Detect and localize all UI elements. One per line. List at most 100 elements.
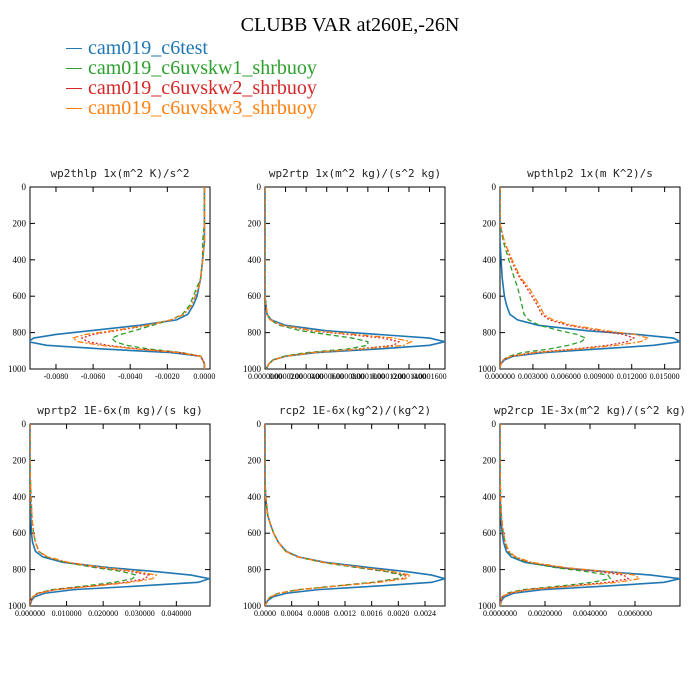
panel-3: wpthlp2 1x(m K^2)/s 0 200 400 600 800 1000 0.00… xyxy=(478,167,681,381)
y-tick-label: 200 xyxy=(248,455,262,465)
panel-title: wp2rtp 1x(m^2 kg)/(s^2 kg) xyxy=(269,167,441,180)
y-tick-label: 1000 xyxy=(478,364,497,374)
x-tick-label: 0.0020000 xyxy=(528,609,562,618)
y-tick-label: 200 xyxy=(13,218,27,228)
series-line-4 xyxy=(30,424,158,606)
series-line-1 xyxy=(500,424,680,606)
y-tick-label: 600 xyxy=(248,291,262,301)
y-tick-label: 600 xyxy=(248,528,262,538)
y-tick-label: 0 xyxy=(22,182,27,192)
x-tick-label: 0.0001000 xyxy=(351,372,385,381)
series-line-2 xyxy=(500,424,612,606)
plot-frame xyxy=(264,423,446,607)
legend-item-c6uvskw1: cam019_c6uvskw1_shrbuoy xyxy=(66,56,317,79)
y-tick-label: 200 xyxy=(483,455,497,465)
series-line-4 xyxy=(265,424,412,606)
plot-frame xyxy=(29,186,211,370)
y-tick-label: 400 xyxy=(483,255,497,265)
plot-frame xyxy=(499,186,681,370)
series-line-4 xyxy=(71,187,206,369)
y-tick-label: 1000 xyxy=(243,601,262,611)
legend-swatch-c6uvskw3 xyxy=(66,107,82,109)
series-line-1 xyxy=(30,187,206,369)
y-tick-label: 600 xyxy=(483,528,497,538)
series-line-3 xyxy=(265,424,408,606)
series-line-2 xyxy=(265,187,369,369)
x-tick-label: 0.0001600 xyxy=(413,372,447,381)
series-line-4 xyxy=(500,424,642,606)
panel-title: wprtp2 1E-6x(m kg)/(s kg) xyxy=(37,404,203,417)
x-tick-label: 0.0016 xyxy=(361,609,383,618)
panel-1: wp2thlp 1x(m^2 K)/s^2 0 200 400 600 800 1000 -0… xyxy=(8,167,215,381)
x-tick-label: 0.0008 xyxy=(307,609,329,618)
x-tick-label: -0.0080 xyxy=(44,372,69,381)
y-tick-label: 1000 xyxy=(8,364,27,374)
plot-frame xyxy=(499,423,681,607)
x-tick-label: 0.0001400 xyxy=(392,372,426,381)
x-tick-label: 0.006000 xyxy=(551,372,581,381)
panel-title: wp2rcp 1E-3x(m^2 kg)/(s^2 kg) xyxy=(494,404,686,417)
x-tick-label: 0.0012 xyxy=(334,609,356,618)
y-tick-label: 200 xyxy=(483,218,497,228)
y-tick-label: 600 xyxy=(483,291,497,301)
y-tick-label: 1000 xyxy=(478,601,497,611)
legend-label-c6uvskw1: cam019_c6uvskw1_shrbuoy xyxy=(88,56,317,79)
series-line-3 xyxy=(500,424,630,606)
x-tick-label: 0.0020 xyxy=(387,609,409,618)
legend-label-c6uvskw3: cam019_c6uvskw3_shrbuoy xyxy=(88,96,317,119)
y-tick-label: 1000 xyxy=(8,601,27,611)
legend-item-c6uvskw3: cam019_c6uvskw3_shrbuoy xyxy=(66,96,317,119)
plot-frame xyxy=(264,186,446,370)
series-line-1 xyxy=(265,424,445,606)
y-tick-label: 800 xyxy=(13,565,27,575)
series-line-2 xyxy=(265,424,404,606)
x-tick-label: 0.009000 xyxy=(584,372,614,381)
panel-title: wpthlp2 1x(m K^2)/s xyxy=(527,167,653,180)
y-tick-label: 600 xyxy=(13,291,27,301)
x-tick-label: 0.0000 xyxy=(193,372,215,381)
y-tick-label: 800 xyxy=(248,565,262,575)
panel-title: wp2thlp 1x(m^2 K)/s^2 xyxy=(50,167,189,180)
y-tick-label: 800 xyxy=(483,565,497,575)
legend-label-c6uvskw2: cam019_c6uvskw2_shrbuoy xyxy=(88,76,317,99)
y-tick-label: 200 xyxy=(13,455,27,465)
y-tick-label: 0 xyxy=(257,182,262,192)
x-tick-label: 0.0001200 xyxy=(371,372,405,381)
chart-title: CLUBB VAR at260E,-26N xyxy=(240,14,460,36)
x-tick-label: 0.012000 xyxy=(617,372,647,381)
y-tick-label: 800 xyxy=(483,328,497,338)
series-line-1 xyxy=(265,187,445,369)
x-tick-label: 0.0000 xyxy=(254,609,276,618)
x-tick-label: 0.030000 xyxy=(125,609,155,618)
y-tick-label: 400 xyxy=(483,492,497,502)
x-tick-label: 0.0000000 xyxy=(483,609,517,618)
series-line-1 xyxy=(30,424,210,606)
panel-2: wp2rtp 1x(m^2 kg)/(s^2 kg) 0 200 400 600 800 1… xyxy=(243,167,447,381)
y-tick-label: 0 xyxy=(257,419,262,429)
x-tick-label: 0.003000 xyxy=(518,372,548,381)
y-tick-label: 800 xyxy=(248,328,262,338)
legend-item-c6uvskw2: cam019_c6uvskw2_shrbuoy xyxy=(66,76,317,99)
x-tick-label: -0.0040 xyxy=(118,372,143,381)
x-tick-label: 0.0040000 xyxy=(573,609,607,618)
legend-swatch-c6uvskw2 xyxy=(66,87,82,89)
legend-swatch-c6test xyxy=(66,47,82,49)
series-line-4 xyxy=(265,187,414,369)
plot-frame xyxy=(29,423,211,607)
y-tick-label: 600 xyxy=(13,528,27,538)
y-tick-label: 400 xyxy=(13,492,27,502)
x-tick-label: -0.0020 xyxy=(155,372,180,381)
legend-item-c6test: cam019_c6test xyxy=(66,36,317,59)
x-tick-label: -0.0060 xyxy=(81,372,106,381)
y-tick-label: 400 xyxy=(248,492,262,502)
series-line-2 xyxy=(500,187,587,369)
y-tick-label: 0 xyxy=(22,419,27,429)
x-tick-label: 0.010000 xyxy=(52,609,82,618)
y-tick-label: 0 xyxy=(492,182,497,192)
legend-label-c6test: cam019_c6test xyxy=(88,36,208,59)
y-tick-label: 1000 xyxy=(243,364,262,374)
series-line-4 xyxy=(500,187,651,369)
x-tick-label: 0.015000 xyxy=(650,372,680,381)
